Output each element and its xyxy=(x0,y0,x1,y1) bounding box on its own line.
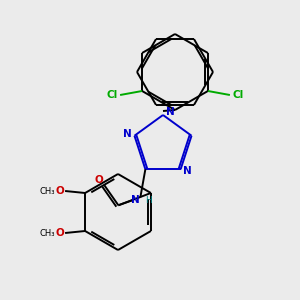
Text: O: O xyxy=(56,186,64,196)
Text: Cl: Cl xyxy=(232,90,244,100)
Text: O: O xyxy=(56,228,64,238)
Text: H: H xyxy=(145,196,152,205)
Text: N: N xyxy=(183,166,192,176)
Text: N: N xyxy=(166,107,174,117)
Text: CH₃: CH₃ xyxy=(39,187,55,196)
Text: O: O xyxy=(95,175,104,185)
Text: N: N xyxy=(123,129,132,139)
Text: CH₃: CH₃ xyxy=(39,229,55,238)
Text: N: N xyxy=(131,195,140,205)
Text: Cl: Cl xyxy=(106,90,118,100)
